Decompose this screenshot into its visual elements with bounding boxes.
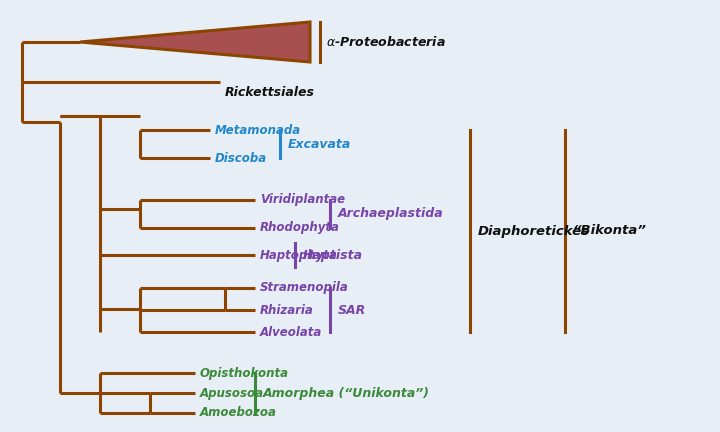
Text: Rhizaria: Rhizaria: [260, 304, 314, 317]
Text: Apusosoa: Apusosoa: [200, 387, 264, 400]
Text: Rhodophyta: Rhodophyta: [260, 222, 340, 235]
Text: Diaphoretickes: Diaphoretickes: [478, 225, 590, 238]
Text: Metamonada: Metamonada: [215, 124, 301, 137]
Text: Stramenopila: Stramenopila: [260, 282, 348, 295]
Text: Opisthokonta: Opisthokonta: [200, 366, 289, 379]
Text: Haptista: Haptista: [303, 248, 363, 261]
Text: $\alpha$-Proteobacteria: $\alpha$-Proteobacteria: [326, 35, 446, 49]
Polygon shape: [80, 22, 310, 62]
Text: Viridiplantae: Viridiplantae: [260, 194, 345, 206]
Text: Discoba: Discoba: [215, 152, 267, 165]
Text: Archaeplastida: Archaeplastida: [338, 207, 444, 220]
Text: Amoebozoa: Amoebozoa: [200, 407, 277, 419]
Text: Alveolata: Alveolata: [260, 325, 323, 339]
Text: Excavata: Excavata: [288, 137, 351, 150]
Text: Rickettsiales: Rickettsiales: [225, 86, 315, 98]
Text: “Bikonta”: “Bikonta”: [573, 225, 647, 238]
Text: SAR: SAR: [338, 304, 366, 317]
Text: Haptophyta: Haptophyta: [260, 248, 338, 261]
Text: Amorphea (“Unikonta”): Amorphea (“Unikonta”): [263, 387, 430, 400]
